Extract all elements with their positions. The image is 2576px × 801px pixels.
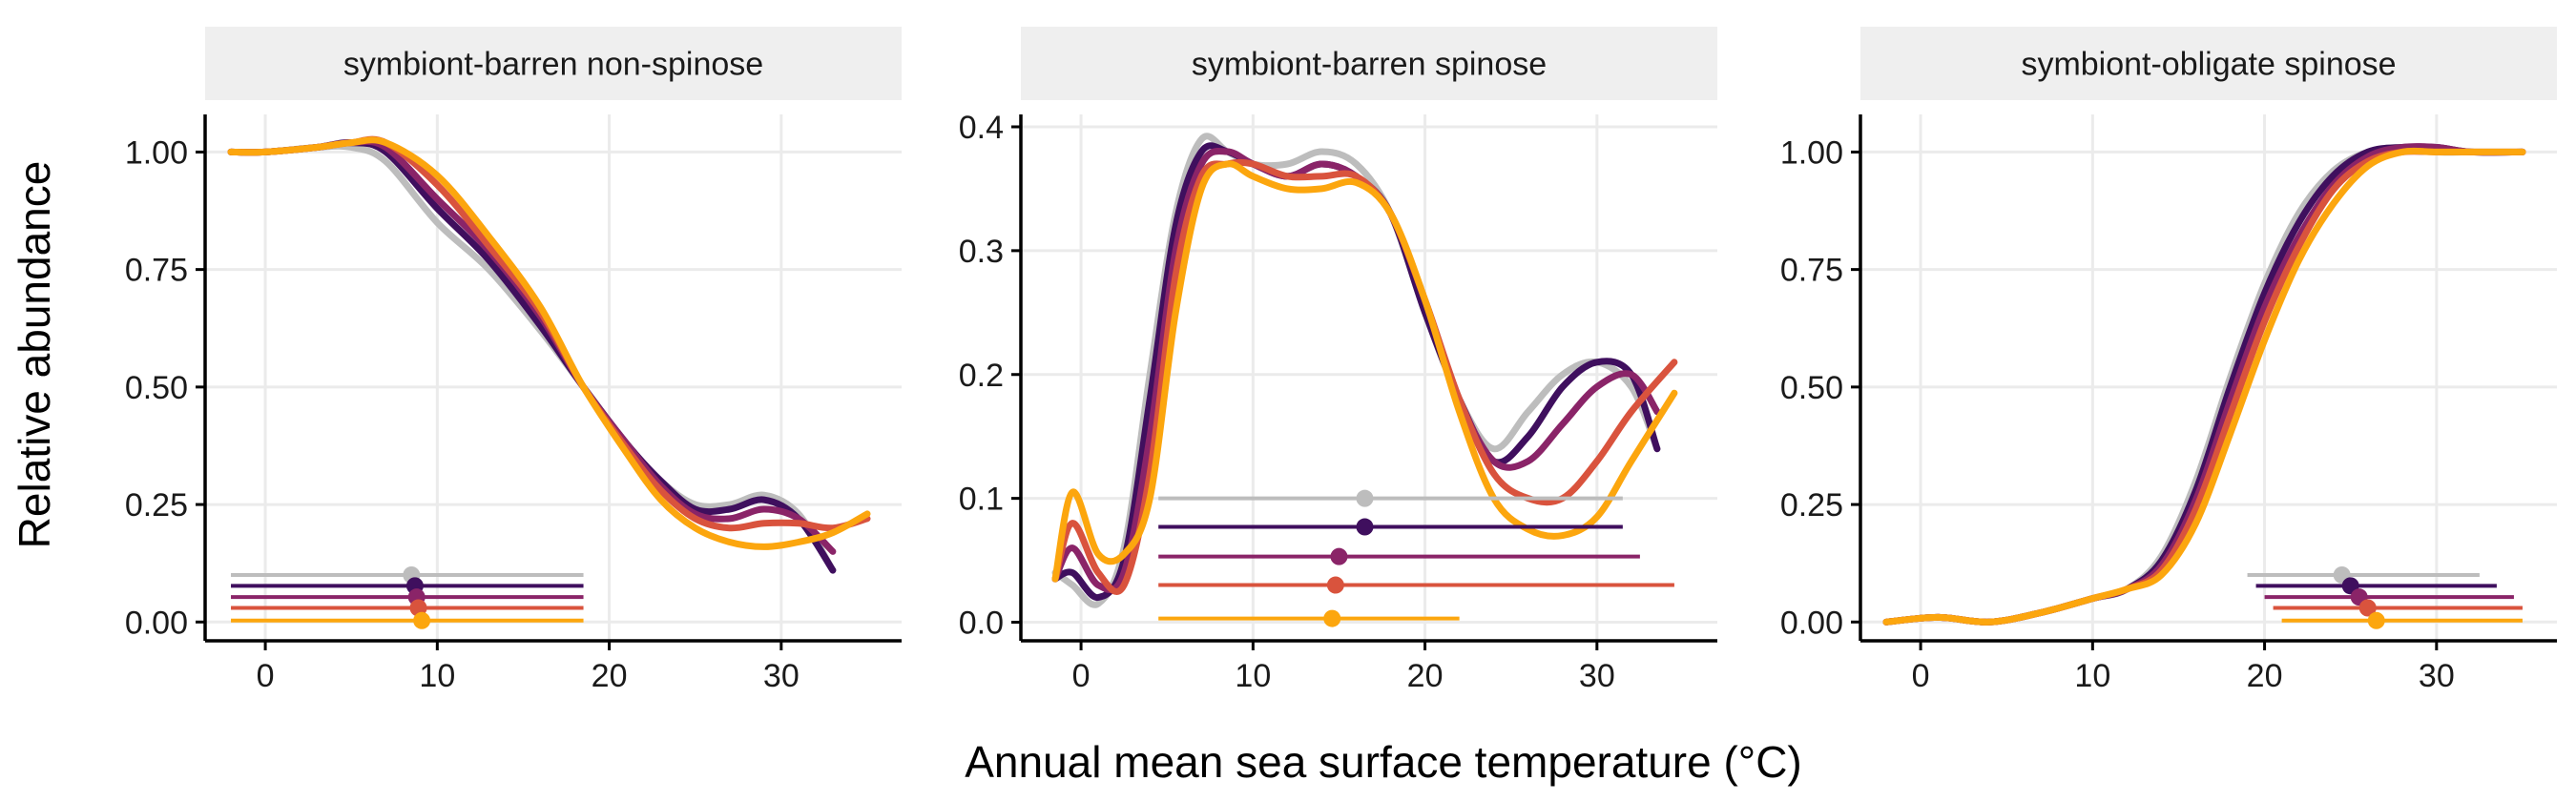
x-tick-label: 0 [1912,658,1930,694]
x-tick-label: 20 [2247,658,2283,694]
series-line-2 [1882,143,2526,626]
y-tick-label: 0.75 [1780,253,1843,289]
y-tick-label: 0.50 [125,370,188,406]
series-line-3 [1051,148,1661,593]
x-axis-title: Annual mean sea surface temperature (°C) [965,737,1801,787]
x-tick-label: 10 [2074,658,2110,694]
series-line-5 [227,136,871,550]
y-tick-label: 1.00 [125,134,188,171]
facet-title: symbiont-barren spinose [1192,47,1547,83]
panel-2: symbiont-barren spinose 0.0 0.1 0.2 0.3 0.4 0 1… [959,27,1717,694]
facet-strip [205,27,902,100]
range-point-5 [1323,609,1341,627]
panels: symbiont-barren non-spinose0.000.250.500… [125,27,2557,694]
series-line-3 [227,137,837,555]
x-tick-label: 30 [2419,658,2455,694]
y-tick-label: 0.1 [959,482,1004,518]
x-tick-label: 30 [763,658,800,694]
y-tick-label: 0.25 [125,487,188,524]
x-tick-label: 30 [1579,658,1615,694]
range-point-3 [1330,547,1348,565]
series-line-5 [1051,160,1678,583]
range-point-1 [1356,489,1374,507]
y-tick-label: 0.25 [1780,487,1843,524]
y-tick-label: 0.4 [959,110,1004,146]
panel-1: symbiont-barren non-spinose 0.00 0.25 0.50 0… [125,27,902,694]
y-tick-label: 0.2 [959,358,1004,394]
series-line-4 [1051,158,1678,595]
panel-3: symbiont-obligate spinose 0.00 0.25 0.50 0.7… [1780,27,2557,694]
y-tick-label: 0.50 [1780,370,1843,406]
series-line-1 [1882,144,2526,626]
y-tick-label: 1.00 [1780,134,1843,171]
range-point-2 [1356,518,1374,536]
x-tick-label: 0 [1072,658,1091,694]
x-tick-label: 20 [592,658,628,694]
y-tick-label: 0.0 [959,606,1004,642]
y-tick-label: 0.3 [959,234,1004,270]
y-tick-label: 0.00 [1780,605,1843,641]
range-point-5 [2367,611,2385,629]
x-tick-label: 20 [1407,658,1444,694]
y-tick-label: 0.75 [125,253,188,289]
facet-strip [1860,27,2557,100]
x-tick-label: 10 [1235,658,1271,694]
y-axis-title: Relative abundance [10,161,59,549]
series-line-2 [227,138,837,574]
x-tick-label: 10 [419,658,455,694]
series-line-3 [1882,143,2526,626]
y-tick-label: 0.00 [125,605,188,641]
range-point-4 [2358,599,2377,617]
series-line-5 [1882,147,2526,626]
facet-title: symbiont-obligate spinose [2021,47,2396,83]
range-point-4 [1326,576,1344,594]
x-tick-label: 0 [257,658,275,694]
range-point-5 [413,611,431,629]
facet-title: symbiont-barren non-spinose [343,47,763,83]
facet-strip [1021,27,1717,100]
